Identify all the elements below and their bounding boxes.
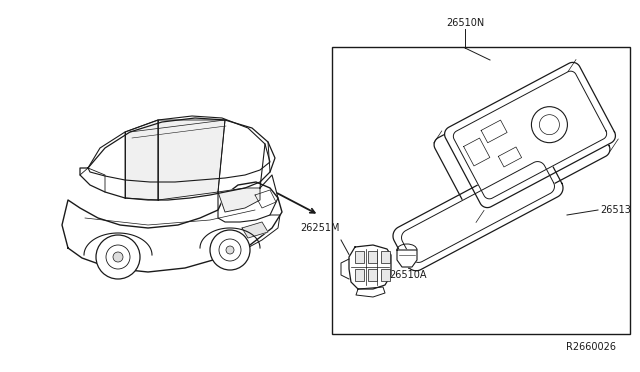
Bar (381, 269, 390, 281)
Text: 26510A: 26510A (389, 270, 427, 280)
Polygon shape (434, 71, 610, 222)
Polygon shape (218, 188, 260, 212)
Text: 26510N: 26510N (446, 18, 484, 28)
Circle shape (96, 235, 140, 279)
Bar (368, 251, 377, 263)
Polygon shape (62, 182, 282, 272)
Circle shape (531, 107, 568, 143)
Text: 26513: 26513 (600, 205, 631, 215)
Bar (355, 251, 364, 263)
Polygon shape (356, 287, 385, 297)
Polygon shape (397, 250, 417, 267)
Circle shape (113, 252, 123, 262)
Polygon shape (393, 153, 563, 271)
Polygon shape (80, 118, 275, 200)
Circle shape (210, 230, 250, 270)
Text: 26251M: 26251M (301, 223, 340, 233)
Polygon shape (158, 120, 225, 200)
Bar (381, 251, 390, 263)
Polygon shape (401, 161, 554, 262)
Bar (368, 269, 377, 281)
Text: R2660026: R2660026 (566, 342, 616, 352)
Bar (332, 47, 630, 334)
Circle shape (226, 246, 234, 254)
Polygon shape (125, 120, 158, 200)
Polygon shape (453, 71, 607, 199)
Polygon shape (349, 245, 391, 289)
Bar (355, 269, 364, 281)
Polygon shape (242, 222, 268, 238)
Polygon shape (445, 62, 616, 208)
